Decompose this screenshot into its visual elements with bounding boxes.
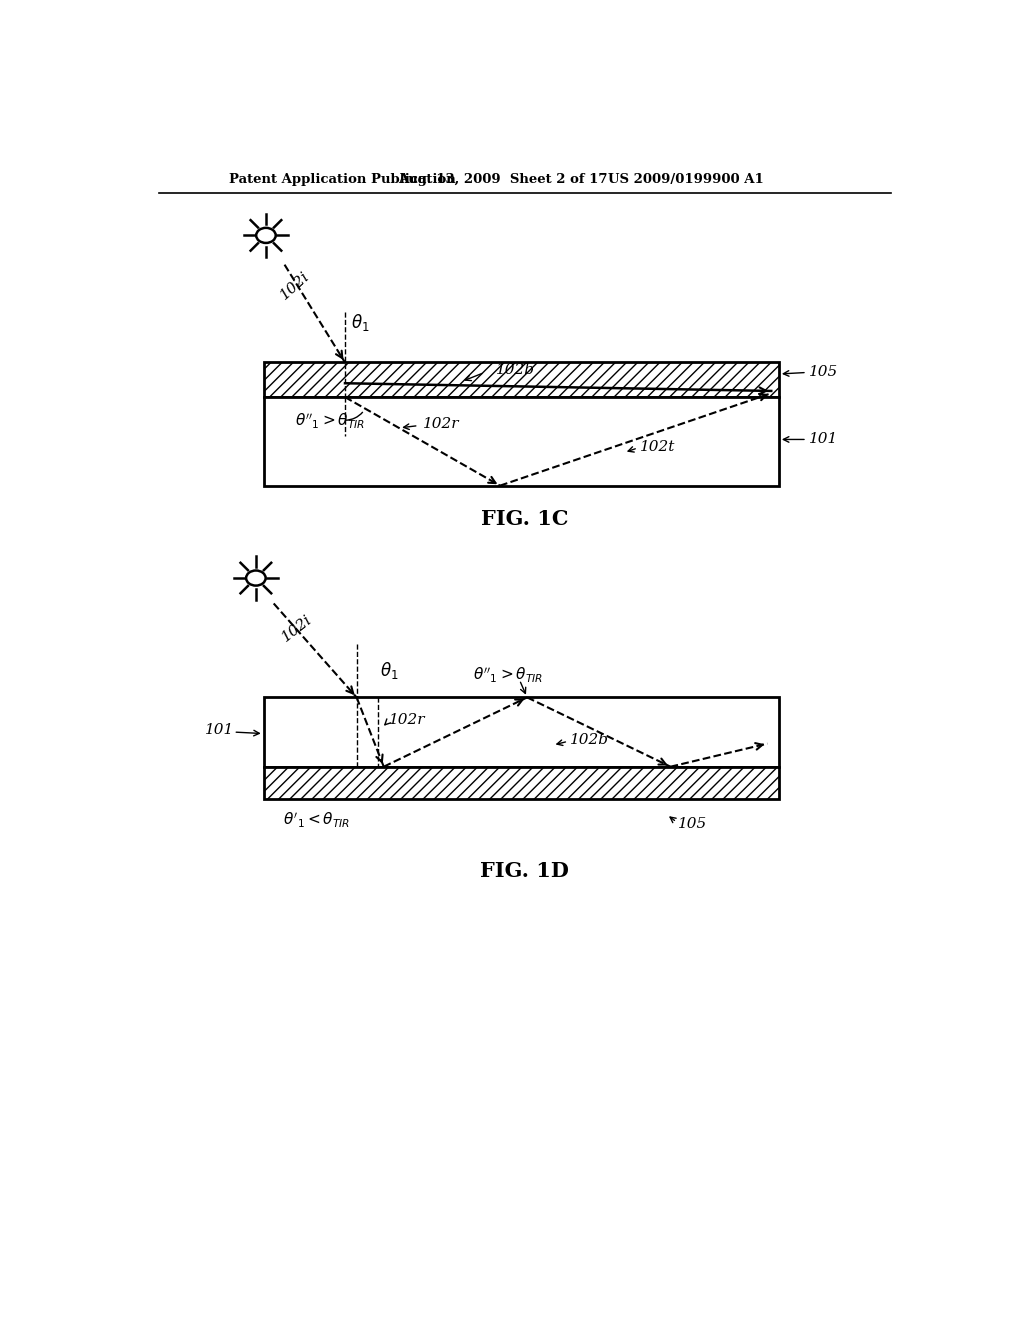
Text: 102b: 102b — [569, 733, 608, 747]
Text: 105: 105 — [678, 817, 708, 832]
Text: 105: 105 — [809, 366, 838, 379]
Text: 102r: 102r — [389, 714, 426, 727]
Text: $\theta''_1>\theta_{TIR}$: $\theta''_1>\theta_{TIR}$ — [295, 412, 365, 432]
Text: FIG. 1D: FIG. 1D — [480, 861, 569, 880]
Text: US 2009/0199900 A1: US 2009/0199900 A1 — [608, 173, 764, 186]
Bar — [263, 363, 779, 397]
Bar — [263, 767, 779, 799]
Text: 101: 101 — [809, 433, 838, 446]
Text: $\theta_1$: $\theta_1$ — [380, 660, 398, 681]
Text: FIG. 1C: FIG. 1C — [481, 508, 568, 529]
Text: Aug. 13, 2009  Sheet 2 of 17: Aug. 13, 2009 Sheet 2 of 17 — [397, 173, 607, 186]
Text: 102b: 102b — [496, 363, 535, 378]
Text: 102i: 102i — [280, 612, 314, 644]
Text: 101: 101 — [205, 723, 234, 737]
Text: 102r: 102r — [423, 417, 459, 432]
Text: 102i: 102i — [278, 269, 312, 302]
Text: $\theta''_1>\theta_{TIR}$: $\theta''_1>\theta_{TIR}$ — [473, 667, 543, 685]
Text: Patent Application Publication: Patent Application Publication — [228, 173, 456, 186]
Bar — [263, 697, 779, 767]
Text: $\theta_1$: $\theta_1$ — [351, 312, 370, 333]
Text: $\theta'_1<\theta_{TIR}$: $\theta'_1<\theta_{TIR}$ — [283, 810, 350, 830]
Bar — [263, 397, 779, 486]
Text: 102t: 102t — [640, 440, 675, 454]
